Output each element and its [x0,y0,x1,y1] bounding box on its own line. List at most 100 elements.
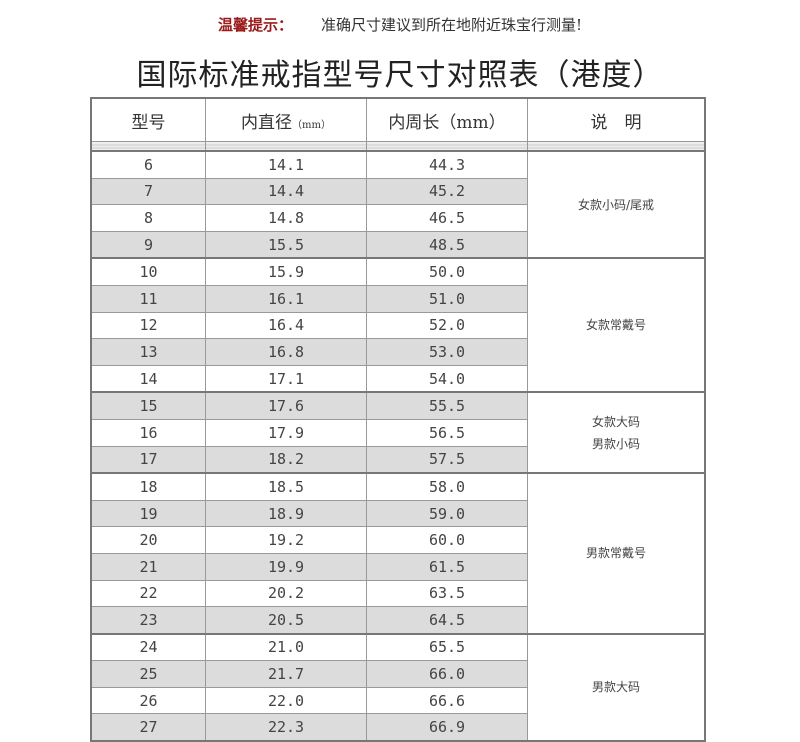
table-row: 19 18.9 59.0 [90,499,705,528]
table-row: 10 15.9 50.0 女款常戴号 [90,257,706,393]
header-row: 型号 内直径（mm） 内周长（mm） 说 明 [90,97,706,142]
cell-diameter: 18.2 [205,445,367,474]
cell-size: 24 [90,632,206,662]
cell-circumference: 66.6 [366,686,528,715]
cell-circumference: 53.0 [366,338,528,366]
cell-diameter: 18.9 [205,499,367,528]
table-row: 8 14.8 46.5 [90,204,705,232]
tip: 温馨提示： 准确尺寸建议到所在地附近珠宝行测量! [0,14,800,35]
header-size: 型号 [90,97,206,142]
page-title: 国际标准戒指型号尺寸对照表（港度） [136,58,664,93]
cell-circumference: 55.5 [366,391,528,420]
cell-diameter: 14.8 [205,204,367,232]
cell-diameter: 14.4 [205,177,367,206]
cell-circumference: 44.3 [366,149,528,179]
header-band [90,141,706,152]
table-row: 26 22.0 66.6 [90,686,705,715]
cell-diameter: 19.2 [205,526,367,554]
table-row: 17 18.2 57.5 [90,445,705,474]
cell-circumference: 65.5 [366,632,528,662]
cell-diameter: 20.2 [205,579,367,608]
note-line: 女款常戴号 [585,318,646,333]
note-line: 男款常戴号 [585,546,646,561]
table-row: 13 16.8 53.0 [90,338,705,366]
cell-diameter: 21.0 [205,632,367,662]
cell-size: 20 [90,526,206,554]
cell-size: 21 [90,552,206,581]
header-diameter: 内直径（mm） [205,97,367,142]
note-line: 女款大码 [591,414,640,429]
cell-circumference: 57.5 [366,445,528,474]
cell-circumference: 66.0 [366,660,528,688]
cell-note: 女款小码/尾戒 [527,149,706,259]
cell-note: 男款大码 [527,632,706,742]
cell-size: 14 [90,364,206,393]
table-row: 24 21.0 65.5 男款大码 [90,632,706,742]
table-row: 6 14.1 44.3 女款小码/尾戒 [90,149,706,259]
cell-size: 15 [90,391,206,420]
table-row: 22 20.2 63.5 [90,579,705,608]
cell-diameter: 16.4 [205,311,367,340]
cell-diameter: 14.1 [205,149,367,179]
cell-circumference: 60.0 [366,526,528,554]
cell-circumference: 45.2 [366,177,528,206]
table-row: 15 17.6 55.5 女款大码 男款小码 [90,391,706,474]
cell-circumference: 56.5 [366,418,528,447]
note-line: 男款大码 [591,680,640,695]
cell-size: 13 [90,338,206,366]
cell-size: 12 [90,311,206,340]
cell-circumference: 48.5 [366,230,528,259]
cell-size: 22 [90,579,206,608]
cell-size: 8 [90,204,206,232]
cell-circumference: 58.0 [366,472,528,501]
cell-size: 10 [90,257,206,286]
note-line: 男款小码 [591,436,640,451]
cell-diameter: 19.9 [205,552,367,581]
cell-size: 16 [90,418,206,447]
header-circumference: 内周长（mm） [366,97,528,142]
cell-size: 26 [90,686,206,715]
cell-size: 18 [90,472,206,501]
cell-diameter: 18.5 [205,472,367,501]
cell-circumference: 61.5 [366,552,528,581]
cell-size: 9 [90,230,206,259]
cell-diameter: 17.1 [205,364,367,393]
cell-circumference: 51.0 [366,284,528,313]
cell-size: 23 [90,606,206,635]
table-row: 23 20.5 64.5 [90,606,705,635]
cell-diameter: 16.1 [205,284,367,313]
ring-size-table: 型号 内直径（mm） 内周长（mm） 说 明 6 14.1 44.3 女款小码/尾戒 7… [90,97,706,742]
cell-note: 女款常戴号 [527,257,706,393]
cell-size: 11 [90,284,206,313]
cell-circumference: 46.5 [366,204,528,232]
cell-size: 17 [90,445,206,474]
cell-circumference: 66.9 [366,713,528,742]
cell-size: 6 [90,149,206,179]
cell-size: 27 [90,713,206,742]
table-row: 20 19.2 60.0 [90,526,705,554]
header-note: 说 明 [527,97,706,142]
cell-diameter: 22.0 [205,686,367,715]
table-row: 11 16.1 51.0 [90,284,705,313]
table-row: 18 18.5 58.0 男款常戴号 [90,472,706,635]
cell-diameter: 22.3 [205,713,367,742]
cell-diameter: 21.7 [205,660,367,688]
cell-circumference: 63.5 [366,579,528,608]
cell-diameter: 17.6 [205,391,367,420]
table-row: 12 16.4 52.0 [90,311,705,340]
cell-circumference: 50.0 [366,257,528,286]
cell-note: 男款常戴号 [527,472,706,635]
cell-diameter: 20.5 [205,606,367,635]
cell-circumference: 64.5 [366,606,528,635]
cell-size: 25 [90,660,206,688]
cell-diameter: 15.9 [205,257,367,286]
cell-circumference: 54.0 [366,364,528,393]
cell-diameter: 15.5 [205,230,367,259]
cell-size: 19 [90,499,206,528]
cell-circumference: 59.0 [366,499,528,528]
cell-size: 7 [90,177,206,206]
table-row: 9 15.5 48.5 [90,230,705,259]
table-row: 25 21.7 66.0 [90,660,705,688]
cell-note: 女款大码 男款小码 [527,391,706,474]
table-row: 7 14.4 45.2 [90,177,705,206]
